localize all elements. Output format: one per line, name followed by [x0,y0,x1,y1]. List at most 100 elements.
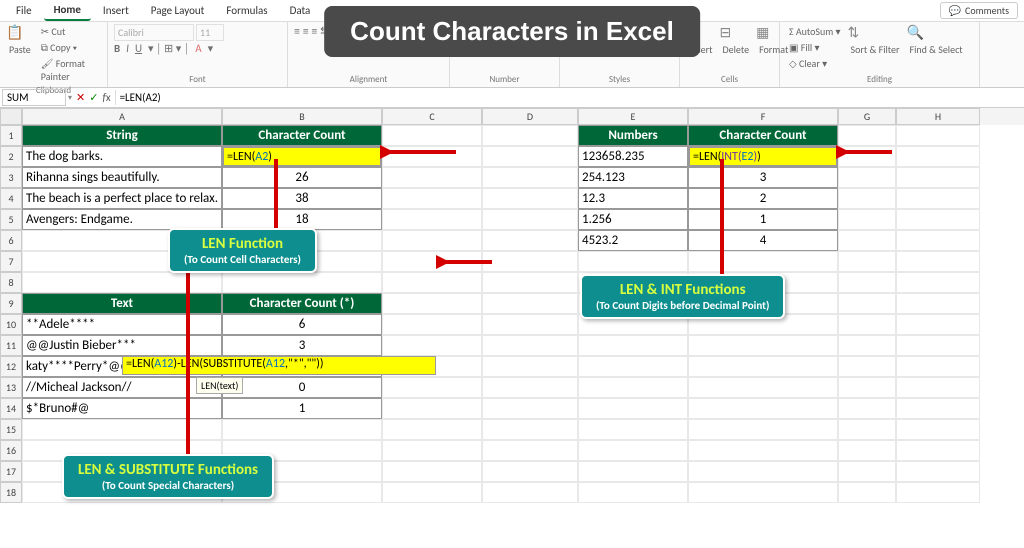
cell[interactable] [896,293,980,314]
cell[interactable] [838,398,896,419]
rowhead[interactable]: 9 [0,293,22,314]
cell[interactable] [578,482,688,503]
cell[interactable] [838,419,896,440]
colhead-a[interactable]: A [22,108,222,125]
cell[interactable] [896,251,980,272]
cell[interactable] [382,272,482,293]
colhead-c[interactable]: C [382,108,482,125]
cell[interactable] [838,482,896,503]
cell[interactable]: 0 [222,377,382,398]
cell[interactable] [382,335,482,356]
cell[interactable] [896,356,980,377]
paste-button[interactable]: 📋Paste [6,24,34,57]
tab-data[interactable]: Data [280,1,321,20]
cell[interactable] [482,398,578,419]
cell[interactable] [838,293,896,314]
cell[interactable]: $*Bruno#@ [22,398,222,419]
cell[interactable] [838,188,896,209]
cell[interactable] [578,377,688,398]
tab-formulas[interactable]: Formulas [216,1,277,20]
colhead-f[interactable]: F [688,108,838,125]
cell[interactable]: **Adele**** [22,314,222,335]
enter-icon[interactable]: ✓ [89,91,98,104]
cell[interactable] [688,482,838,503]
tab-file[interactable]: File [6,1,42,20]
rowhead[interactable]: 2 [0,146,22,167]
cell[interactable] [222,419,382,440]
cell[interactable]: @@Justin Bieber*** [22,335,222,356]
cell[interactable] [382,482,482,503]
cell[interactable]: Rihanna sings beautifully. [22,167,222,188]
cell[interactable] [578,398,688,419]
cell[interactable]: The beach is a perfect place to relax. [22,188,222,209]
rowhead[interactable]: 7 [0,251,22,272]
cell[interactable] [482,251,578,272]
cell[interactable] [382,188,482,209]
colhead-e[interactable]: E [578,108,688,125]
cell[interactable]: String [22,125,222,146]
cell[interactable] [838,377,896,398]
cell[interactable] [482,356,578,377]
cell[interactable]: Character Count [688,125,838,146]
cell[interactable] [838,440,896,461]
clear-button[interactable]: ◇ Clear ▾ [786,56,844,71]
rowhead[interactable]: 10 [0,314,22,335]
find-select-button[interactable]: 🔍Find & Select [906,24,965,57]
cell[interactable]: 4 [688,230,838,251]
cell[interactable]: Text [22,293,222,314]
rowhead[interactable]: 14 [0,398,22,419]
cell[interactable] [838,272,896,293]
cut-button[interactable]: ✂ Cut [38,24,101,39]
cell[interactable] [578,461,688,482]
tab-home[interactable]: Home [44,0,91,21]
cancel-icon[interactable]: ✕ [76,91,85,104]
cell[interactable] [896,377,980,398]
cell[interactable] [838,356,896,377]
cell[interactable]: 3 [222,335,382,356]
rowhead[interactable]: 6 [0,230,22,251]
cell[interactable] [688,251,838,272]
rowhead[interactable]: 4 [0,188,22,209]
rowhead[interactable]: 5 [0,209,22,230]
rowhead[interactable]: 17 [0,461,22,482]
cell[interactable] [688,461,838,482]
cell[interactable] [896,440,980,461]
cell[interactable]: Character Count (*) [222,293,382,314]
cell[interactable] [22,419,222,440]
delete-button[interactable]: ⊟Delete [720,24,753,57]
cell[interactable] [896,272,980,293]
cell[interactable]: 3 [688,167,838,188]
cell[interactable] [896,188,980,209]
rowhead[interactable]: 8 [0,272,22,293]
fx-icon[interactable]: fx [102,91,110,104]
cell[interactable] [838,209,896,230]
comments-button[interactable]: 💬 Comments [940,2,1018,19]
tab-page-layout[interactable]: Page Layout [141,1,215,20]
cell[interactable] [382,314,482,335]
rowhead[interactable]: 11 [0,335,22,356]
cell[interactable] [382,230,482,251]
cell[interactable] [382,209,482,230]
cell[interactable] [482,146,578,167]
cell[interactable]: Avengers: Endgame. [22,209,222,230]
cell[interactable]: 18 [222,209,382,230]
cell[interactable] [578,419,688,440]
cell[interactable] [482,419,578,440]
cell[interactable] [896,125,980,146]
formula-input[interactable]: =LEN(A2) [115,90,1024,105]
colhead-g[interactable]: G [838,108,896,125]
cell[interactable]: 26 [222,167,382,188]
cell[interactable] [838,230,896,251]
cell[interactable] [896,419,980,440]
cell[interactable] [578,335,688,356]
cell[interactable] [688,335,838,356]
name-box[interactable]: SUM [2,89,66,106]
select-all-corner[interactable] [0,108,22,125]
cell[interactable] [838,461,896,482]
cell[interactable]: 38 [222,188,382,209]
autosum-button[interactable]: Σ AutoSum ▾ [786,24,844,39]
fill-button[interactable]: ▣ Fill ▾ [786,40,844,55]
cell[interactable] [896,167,980,188]
cell[interactable]: 12.3 [578,188,688,209]
cell[interactable] [688,356,838,377]
